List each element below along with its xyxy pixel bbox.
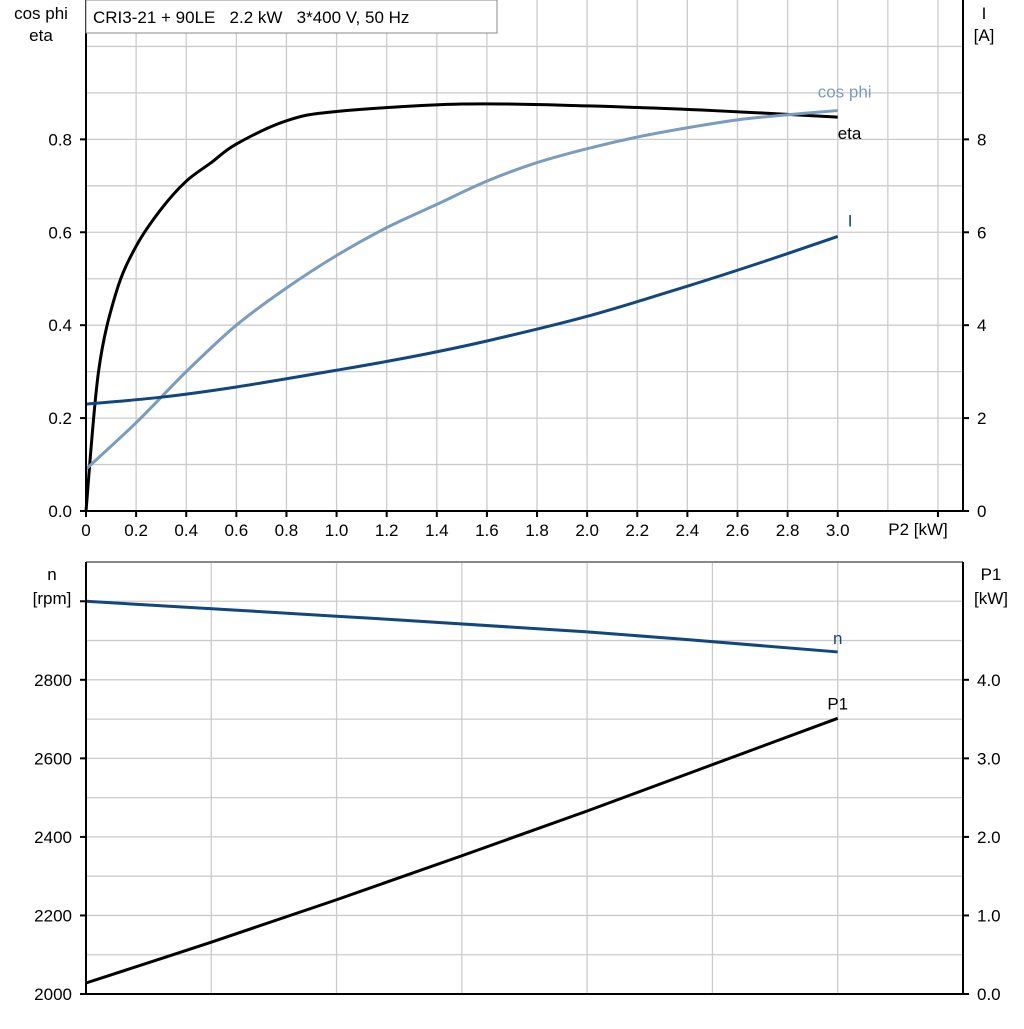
curve-n — [85, 599, 838, 654]
x-tick-label: 1.6 — [475, 521, 499, 540]
series-label-p1: P1 — [827, 694, 848, 713]
x-tick-label: 1.2 — [375, 521, 399, 540]
x-tick-label: 3.0 — [826, 521, 850, 540]
curve-eta — [84, 102, 838, 512]
chart-title: CRI3-21 + 90LE 2.2 kW 3*400 V, 50 Hz — [93, 8, 409, 27]
top-ylabel-right-1: I — [982, 4, 987, 23]
y-tick-label-right: 0.0 — [977, 985, 1001, 1004]
x-tick-label: 0 — [81, 521, 90, 540]
series-label-i: I — [848, 211, 853, 230]
bottom-ylabel-right-1: P1 — [981, 565, 1002, 584]
x-tick-label: 1.4 — [425, 521, 449, 540]
y-tick-label-left: 2800 — [34, 671, 72, 690]
series-label-cos-phi: cos phi — [818, 83, 872, 102]
curve-cos-phi — [84, 109, 838, 471]
x-tick-label: 0.4 — [174, 521, 198, 540]
bottom-ylabel-left-1: n — [47, 565, 56, 584]
x-tick-label: 2.6 — [726, 521, 750, 540]
y-tick-label-right: 3.0 — [977, 749, 1001, 768]
y-tick-label-right: 2 — [977, 409, 986, 428]
x-tick-label: 2.4 — [676, 521, 700, 540]
y-tick-label-right: 1.0 — [977, 906, 1001, 925]
series-label-n: n — [833, 629, 842, 648]
y-tick-label-right: 6 — [977, 223, 986, 242]
title-box: CRI3-21 + 90LE 2.2 kW 3*400 V, 50 Hz — [85, 0, 498, 34]
x-tick-label: 2.2 — [625, 521, 649, 540]
y-tick-label-right: 4.0 — [977, 671, 1001, 690]
y-tick-label-left: 2000 — [34, 985, 72, 1004]
x-tick-label: 1.0 — [325, 521, 349, 540]
x-tick-label: 0.2 — [124, 521, 148, 540]
curves: eta cos phi In P1 — [84, 83, 872, 985]
top-ylabel-left-2: eta — [29, 26, 53, 45]
y-tick-label-left: 0.2 — [48, 409, 72, 428]
x-tick-label: 0.6 — [225, 521, 249, 540]
bottom-ylabel-left-2: [rpm] — [33, 589, 72, 608]
curve-i — [85, 235, 839, 406]
x-tick-label: 1.8 — [525, 521, 549, 540]
y-tick-label-right: 8 — [977, 130, 986, 149]
y-tick-label-left: 0.0 — [48, 502, 72, 521]
y-tick-label-right: 0 — [977, 502, 986, 521]
y-tick-label-left: 2200 — [34, 906, 72, 925]
x-tick-label: 0.8 — [275, 521, 299, 540]
y-tick-label-left: 2600 — [34, 749, 72, 768]
x-tick-label: 2.8 — [776, 521, 800, 540]
y-tick-label-left: 0.8 — [48, 130, 72, 149]
axes: 0.0 0.2 0.4 0.6 0.8 0 2 4 6 8 0 0.2 0.4 0.6 0.8 1.0 1.2 1… — [34, 0, 1001, 1004]
x-tick-label: 2.0 — [575, 521, 599, 540]
y-tick-label-right: 2.0 — [977, 828, 1001, 847]
y-tick-label-right: 4 — [977, 316, 986, 335]
series-label-eta: eta — [838, 124, 862, 143]
y-tick-label-left: 0.4 — [48, 316, 72, 335]
grid — [86, 0, 963, 994]
y-tick-label-left: 2400 — [34, 828, 72, 847]
top-ylabel-right-2: [A] — [974, 26, 995, 45]
top-ylabel-left-1: cos phi — [14, 4, 68, 23]
y-tick-label-left: 0.6 — [48, 223, 72, 242]
bottom-ylabel-right-2: [kW] — [974, 589, 1008, 608]
curve-p1 — [85, 716, 839, 985]
x-axis-label: P2 [kW] — [888, 520, 948, 539]
